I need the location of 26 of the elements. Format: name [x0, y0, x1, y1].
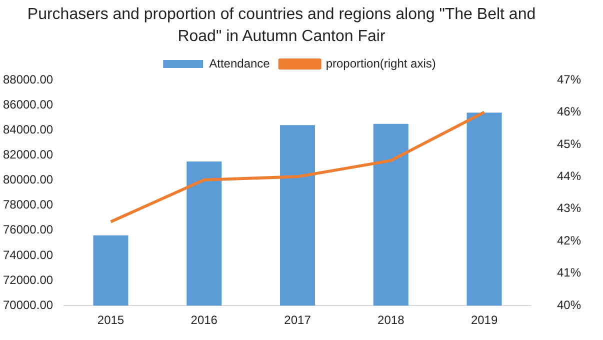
x-tick-label: 2015: [97, 313, 124, 328]
y-tick-label: 78000.00: [2, 198, 54, 212]
x-tick-label: 2017: [284, 313, 312, 328]
y2-tick-label: 47%: [556, 72, 582, 86]
x-tick-label: 2019: [470, 313, 498, 328]
legend-label: proportion(right axis): [326, 56, 436, 70]
y-tick-label: 72000.00: [2, 272, 54, 287]
y2-tick-label: 42%: [556, 233, 582, 248]
y-tick-label: 84000.00: [2, 122, 54, 136]
y2-tick-label: 46%: [556, 104, 582, 119]
y-tick-label: 80000.00: [2, 172, 54, 187]
y2-tick-label: 44%: [556, 169, 582, 183]
y2-tick-label: 40%: [556, 298, 582, 312]
y-tick-label: 76000.00: [2, 222, 54, 237]
chart-title: Purchasers and proportion of countries and regions along "The Belt and Road" in Autumn Canton Fair: [26, 5, 537, 47]
y-tick-label: 86000.00: [2, 97, 54, 112]
y-tick-label: 70000.00: [2, 298, 54, 312]
y2-tick-label: 43%: [556, 201, 582, 216]
legend-label: Attendance: [209, 56, 270, 70]
y-tick-label: 82000.00: [2, 148, 54, 162]
y2-tick-label: 41%: [556, 266, 582, 280]
y-tick-label: 74000.00: [2, 248, 54, 262]
x-tick-label: 2018: [378, 313, 405, 328]
y-tick-label: 88000.00: [2, 72, 54, 86]
y2-tick-label: 45%: [556, 136, 582, 151]
x-tick-label: 2016: [190, 313, 218, 328]
